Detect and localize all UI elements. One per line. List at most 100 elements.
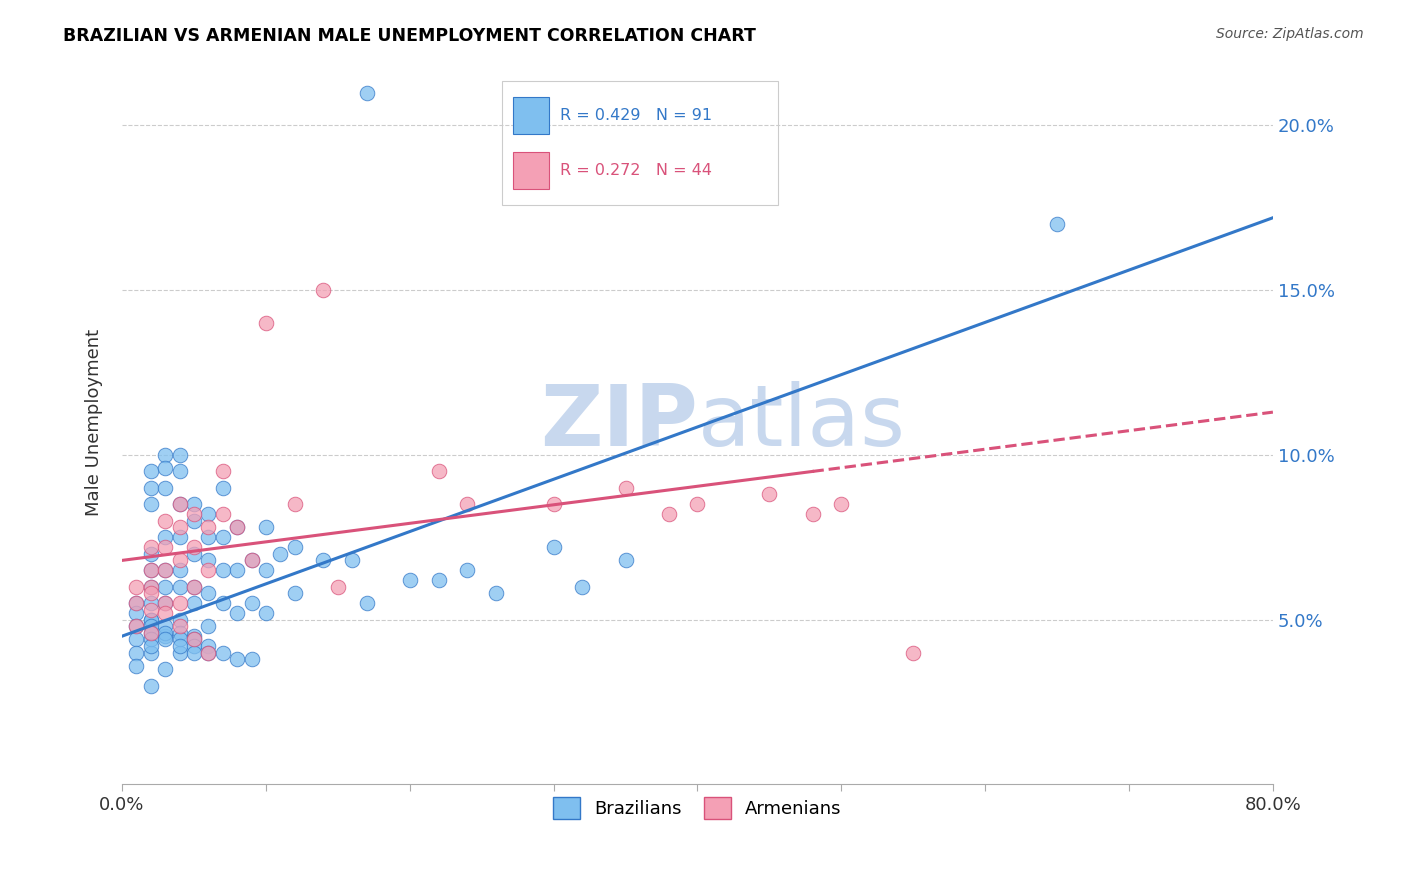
Point: [197, 563, 219, 577]
Point: [903, 646, 925, 660]
Point: [139, 613, 162, 627]
Point: [226, 520, 249, 534]
Point: [183, 639, 205, 653]
Point: [658, 508, 681, 522]
Y-axis label: Male Unemployment: Male Unemployment: [86, 328, 103, 516]
Point: [197, 553, 219, 567]
Point: [427, 573, 450, 587]
Point: [125, 580, 148, 594]
Point: [571, 580, 593, 594]
Point: [183, 629, 205, 643]
Point: [254, 520, 277, 534]
Point: [240, 652, 263, 666]
Point: [139, 580, 162, 594]
Point: [211, 508, 233, 522]
Point: [183, 547, 205, 561]
Point: [169, 613, 191, 627]
Point: [211, 596, 233, 610]
Point: [139, 497, 162, 511]
Point: [169, 625, 191, 640]
Point: [211, 563, 233, 577]
Point: [169, 646, 191, 660]
Point: [169, 497, 191, 511]
Point: [312, 553, 335, 567]
Point: [155, 530, 177, 544]
Point: [197, 586, 219, 600]
Point: [183, 497, 205, 511]
Point: [169, 639, 191, 653]
Point: [169, 530, 191, 544]
Text: atlas: atlas: [697, 381, 905, 464]
Point: [169, 448, 191, 462]
Point: [284, 586, 307, 600]
Point: [211, 530, 233, 544]
Point: [139, 613, 162, 627]
Point: [139, 632, 162, 647]
Point: [758, 487, 780, 501]
Point: [155, 540, 177, 554]
Point: [197, 520, 219, 534]
Point: [427, 465, 450, 479]
Point: [139, 596, 162, 610]
Point: [155, 580, 177, 594]
Text: ZIP: ZIP: [540, 381, 697, 464]
Point: [125, 596, 148, 610]
Point: [155, 563, 177, 577]
Point: [254, 606, 277, 620]
Point: [269, 547, 291, 561]
Point: [169, 596, 191, 610]
Point: [169, 497, 191, 511]
Point: [139, 580, 162, 594]
Point: [183, 514, 205, 528]
Point: [211, 481, 233, 495]
Point: [197, 639, 219, 653]
Point: [139, 625, 162, 640]
Text: Source: ZipAtlas.com: Source: ZipAtlas.com: [1216, 27, 1364, 41]
Point: [240, 596, 263, 610]
Point: [183, 632, 205, 647]
Point: [125, 646, 148, 660]
Point: [614, 481, 637, 495]
Point: [543, 540, 565, 554]
Point: [125, 606, 148, 620]
Point: [139, 625, 162, 640]
Point: [169, 563, 191, 577]
Point: [155, 632, 177, 647]
Point: [155, 461, 177, 475]
Point: [197, 619, 219, 633]
Point: [226, 652, 249, 666]
Point: [155, 629, 177, 643]
Point: [456, 563, 478, 577]
Point: [183, 540, 205, 554]
Point: [485, 586, 508, 600]
Point: [139, 465, 162, 479]
Point: [284, 497, 307, 511]
Point: [312, 283, 335, 297]
Point: [183, 508, 205, 522]
Point: [139, 586, 162, 600]
Point: [139, 481, 162, 495]
Point: [456, 497, 478, 511]
Point: [155, 606, 177, 620]
Point: [169, 553, 191, 567]
Point: [155, 596, 177, 610]
Point: [155, 563, 177, 577]
Point: [801, 508, 824, 522]
Point: [125, 658, 148, 673]
Point: [211, 646, 233, 660]
Point: [125, 619, 148, 633]
Point: [139, 639, 162, 653]
Point: [197, 508, 219, 522]
Point: [254, 563, 277, 577]
Point: [543, 497, 565, 511]
Point: [155, 448, 177, 462]
Point: [1046, 217, 1069, 231]
Point: [155, 662, 177, 676]
Point: [139, 619, 162, 633]
Point: [125, 619, 148, 633]
Point: [169, 580, 191, 594]
Point: [326, 580, 349, 594]
Point: [356, 596, 378, 610]
Point: [830, 497, 852, 511]
Legend: Brazilians, Armenians: Brazilians, Armenians: [546, 789, 849, 826]
